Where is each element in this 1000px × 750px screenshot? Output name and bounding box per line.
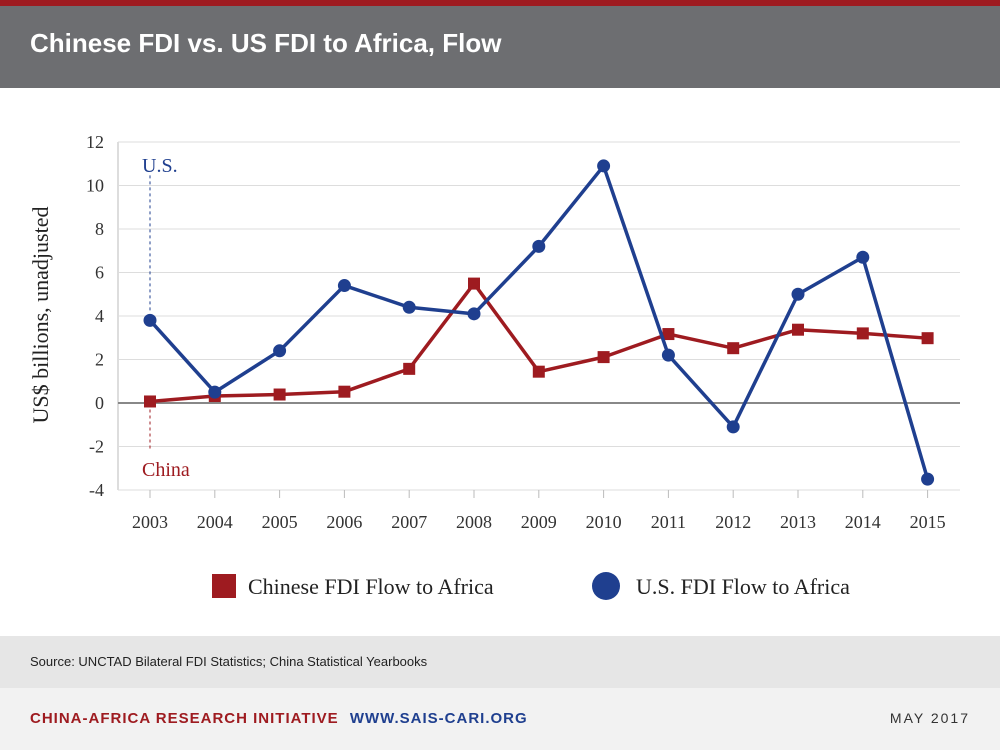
us-data-point [143,313,157,327]
us-data-point [597,159,611,173]
us-data-point [661,348,675,362]
x-tick-label: 2013 [780,512,816,532]
x-tick-label: 2006 [326,512,362,532]
x-tick-label: 2009 [521,512,557,532]
data-series [143,159,935,486]
website-link[interactable]: WWW.SAIS-CARI.ORG [349,710,528,727]
x-tick-label: 2005 [262,512,298,532]
legend-us-label: U.S. FDI Flow to Africa [636,574,850,599]
china-data-point [921,332,934,345]
x-tick-label: 2012 [715,512,751,532]
series-annotations: U.S. China [142,155,190,481]
y-axis-label: US$ billions, unadjusted [28,207,53,424]
china-series-line [149,281,928,404]
china-data-point [273,388,286,401]
header-bar: Chinese FDI vs. US FDI to Africa, Flow [0,6,1000,88]
organization-name: CHINA-AFRICA RESEARCH INITIATIVE [30,710,339,727]
y-tick-label: 6 [95,263,104,283]
china-data-point [144,395,156,408]
legend-us-swatch [592,572,620,600]
us-data-point [921,472,935,486]
y-tick-label: 2 [95,350,104,370]
y-tick-label: 8 [95,219,104,239]
x-tick-label: 2007 [391,512,427,532]
legend-china-swatch [212,574,236,598]
us-annotation-label: U.S. [142,155,178,177]
x-tick-label: 2011 [651,512,686,532]
china-data-point [727,342,740,355]
top-stripe [0,0,1000,6]
x-tick-label: 2014 [845,512,881,532]
china-data-point [532,365,545,378]
gridlines [117,141,960,491]
x-tick-label: 2008 [456,512,492,532]
us-data-point [402,300,416,314]
x-tick-label: 2010 [586,512,622,532]
page-title: Chinese FDI vs. US FDI to Africa, Flow [30,28,502,58]
us-data-point [856,250,870,264]
x-tick-label: 2004 [197,512,233,532]
source-note: Source: UNCTAD Bilateral FDI Statistics;… [30,654,428,669]
china-data-point [468,277,480,290]
china-data-point [597,351,610,364]
y-tick-label: 0 [95,393,104,413]
legend-china-label: Chinese FDI Flow to Africa [248,574,494,599]
source-bar: Source: UNCTAD Bilateral FDI Statistics;… [0,636,1000,688]
y-tick-label: 4 [95,306,104,326]
footer-credit: CHINA-AFRICA RESEARCH INITIATIVE WWW.SAI… [30,710,528,727]
us-series-line [148,164,930,480]
y-tick-label: -2 [89,437,104,457]
us-data-point [337,279,351,293]
y-tick-label: 12 [86,132,104,152]
x-tick-label: 2003 [132,512,168,532]
us-data-point [208,385,222,399]
x-tick-label: 2015 [910,512,946,532]
us-data-point [791,287,805,301]
x-axis-ticks: 2003 2004 2005 2006 2007 2008 2009 2010 2011 2012… [132,490,946,532]
publication-date: MAY 2017 [889,710,970,726]
footer: CHINA-AFRICA RESEARCH INITIATIVE WWW.SAI… [0,688,1000,750]
y-axis-ticks: -4 -2 0 2 4 6 8 10 12 [86,132,104,500]
us-data-point [467,307,481,321]
china-annotation-label: China [142,459,190,481]
y-tick-label: 10 [86,176,104,196]
us-data-point [273,344,287,358]
y-tick-label: -4 [89,480,104,500]
us-data-point [532,239,546,253]
china-data-point [403,362,416,375]
us-data-point [726,420,740,434]
china-data-point [662,328,675,341]
china-data-point [792,323,804,336]
china-data-point [338,385,351,398]
legend: Chinese FDI Flow to Africa U.S. FDI Flow … [212,572,850,600]
china-data-point [856,327,869,340]
